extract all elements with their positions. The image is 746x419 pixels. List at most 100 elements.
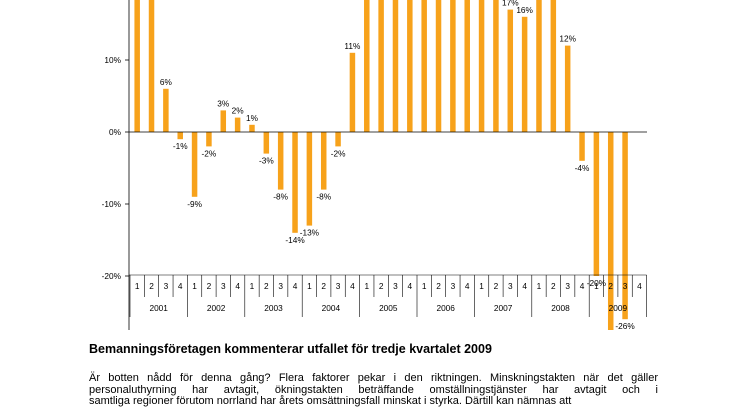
bar: [349, 52, 356, 132]
year-label: 2006: [436, 303, 455, 313]
bar: [564, 45, 571, 132]
data-label: 1%: [246, 113, 259, 123]
data-label: 2%: [232, 106, 245, 116]
quarter-label: 1: [479, 281, 484, 291]
year-label: 2004: [322, 303, 341, 313]
data-label: -20%: [587, 278, 607, 288]
data-labels: 20%6%-1%-9%-2%3%2%1%-3%-8%-14%-13%-8%-2%…: [160, 0, 636, 330]
year-label: 2005: [379, 303, 398, 313]
quarter-label: 4: [350, 281, 355, 291]
quarter-label: 4: [580, 281, 585, 291]
x-axis: 1 2 3 4 1 2 3 4 1 2 3 4 1 2 3 4 1 2 3 4 1 2 3 4 1 2 3 4 1 2 3 4 1 2 3 42001…: [129, 131, 647, 317]
bar: [435, 0, 442, 132]
data-label: -1%: [173, 141, 188, 151]
quarter-label: 4: [408, 281, 413, 291]
quarter-label: 3: [164, 281, 169, 291]
quarter-label: 1: [250, 281, 255, 291]
bar: [550, 0, 557, 132]
data-label: 12%: [559, 34, 576, 44]
bar: [364, 0, 370, 132]
body-line: Är botten nådd för denna gång? Flera fak…: [89, 372, 658, 384]
quarter-label: 3: [565, 281, 570, 291]
year-label: 2009: [609, 303, 628, 313]
quarter-label: 1: [594, 281, 599, 291]
bar: [478, 0, 485, 132]
bar: [306, 132, 313, 226]
quarter-label: 2: [379, 281, 384, 291]
data-label: -3%: [259, 156, 274, 166]
bar: [163, 88, 169, 132]
quarter-label: 4: [637, 281, 642, 291]
bar: [277, 132, 284, 190]
bar: [177, 132, 183, 140]
quarter-label: 3: [451, 281, 456, 291]
bars: [134, 0, 628, 330]
year-label: 2007: [494, 303, 513, 313]
quarter-label: 4: [235, 281, 240, 291]
data-label: -14%: [285, 235, 305, 245]
bar: [378, 0, 384, 132]
body-line: samtliga regioner förutom norrland har å…: [89, 395, 572, 407]
quarter-label: 1: [422, 281, 427, 291]
data-label: -13%: [300, 228, 320, 238]
bar: [407, 0, 413, 132]
year-label: 2001: [149, 303, 168, 313]
bar: [249, 124, 255, 132]
quarter-label: 2: [207, 281, 212, 291]
quarter-label: 2: [321, 281, 326, 291]
data-label: -8%: [316, 192, 331, 202]
data-label: -26%: [615, 321, 635, 330]
quarter-label: 2: [436, 281, 441, 291]
data-label: 17%: [502, 0, 519, 8]
quarter-label: 2: [264, 281, 269, 291]
y-tick-label: -20%: [102, 271, 122, 281]
body-line: personaluthyrning har avtagit, ökningsta…: [89, 383, 658, 396]
bar: [507, 9, 514, 133]
data-label: -8%: [273, 192, 288, 202]
bar: [148, 0, 155, 132]
bar: [607, 132, 614, 330]
bar: [263, 132, 270, 154]
quarter-label: 1: [364, 281, 369, 291]
y-tick-label: 10%: [104, 55, 121, 65]
body-paragraph: Är botten nådd för denna gång? Flera fak…: [89, 372, 658, 408]
bar: [206, 132, 212, 147]
year-label: 2002: [207, 303, 226, 313]
y-tick-label: -10%: [102, 199, 122, 209]
quarter-label: 4: [522, 281, 527, 291]
quarter-label: 4: [293, 281, 298, 291]
bar: [579, 132, 585, 161]
bar: [335, 132, 341, 147]
quarter-label: 1: [192, 281, 197, 291]
year-label: 2008: [551, 303, 570, 313]
bar: [320, 132, 327, 190]
data-label: -2%: [202, 148, 217, 158]
bar: [622, 132, 628, 320]
bar: [450, 0, 456, 132]
year-label: 2003: [264, 303, 283, 313]
quarter-label: 3: [508, 281, 513, 291]
bar: [234, 117, 241, 132]
quarter-label: 2: [494, 281, 499, 291]
bar: [292, 132, 298, 233]
bar: [421, 0, 427, 132]
section-heading: Bemanningsföretagen kommenterar utfallet…: [89, 342, 492, 356]
quarter-label: 2: [149, 281, 154, 291]
quarter-label: 2: [608, 281, 613, 291]
quarter-label: 1: [537, 281, 542, 291]
quarter-label: 3: [221, 281, 226, 291]
data-label: -4%: [575, 163, 590, 173]
bar: [392, 0, 399, 132]
data-label: -9%: [187, 199, 202, 209]
quarter-label: 1: [307, 281, 312, 291]
bar: [593, 132, 600, 276]
bar: [521, 16, 528, 132]
bar: [493, 0, 499, 132]
y-axis: -40%-30%-20%-10%0%10%20%30%: [102, 0, 130, 330]
data-label: -2%: [331, 148, 346, 158]
quarter-label: 2: [551, 281, 556, 291]
bar: [191, 132, 198, 197]
bar-chart: -40%-30%-20%-10%0%10%20%30% 20%6%-1%-9%-…: [102, 0, 647, 330]
y-tick-label: 0%: [109, 127, 122, 137]
quarter-label: 1: [135, 281, 140, 291]
